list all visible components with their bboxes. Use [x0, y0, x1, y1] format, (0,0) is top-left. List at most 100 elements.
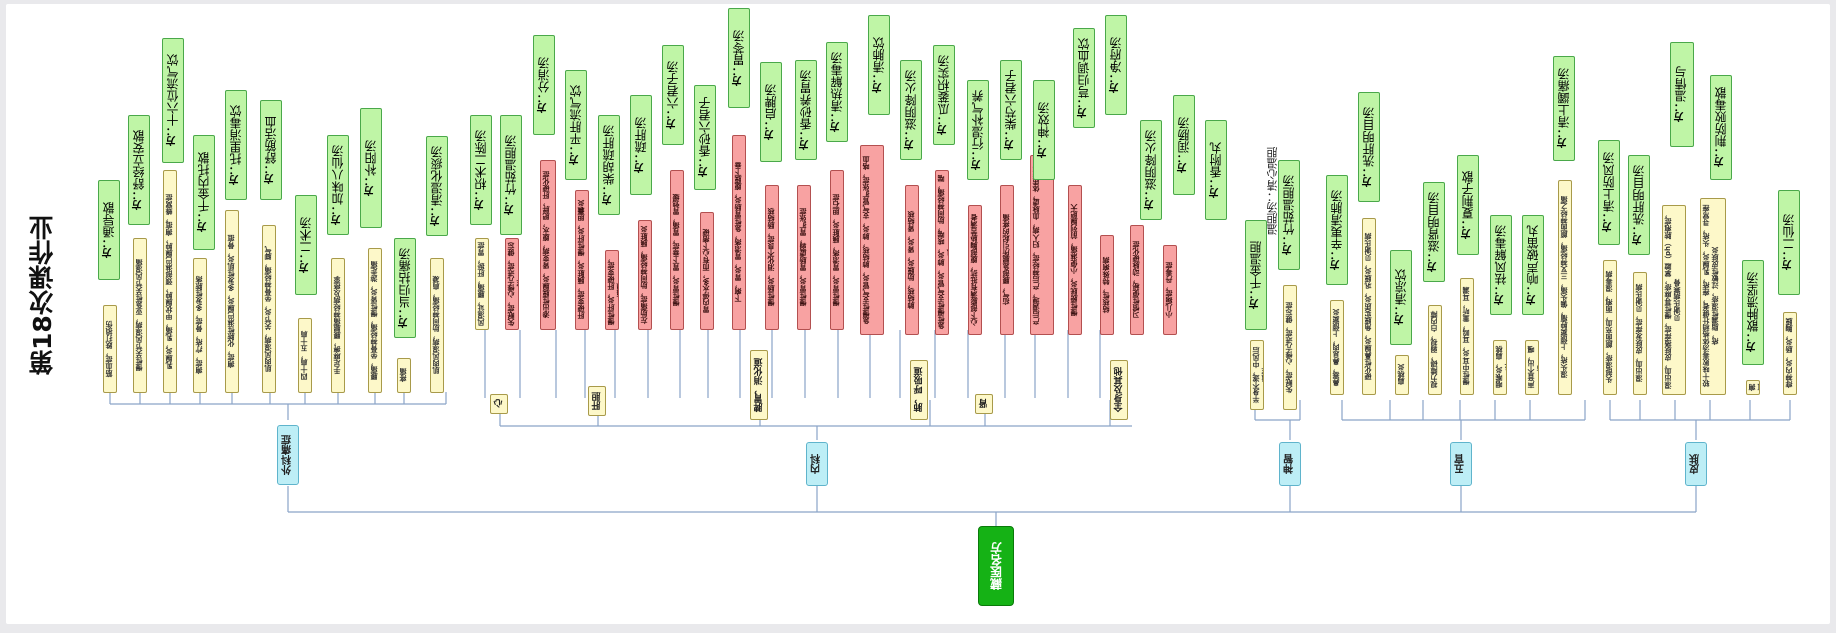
prescription-box[interactable]: 方：净府汤	[1105, 15, 1127, 115]
indication-box: 风湿证，腰痛，肝瘀，胃症	[475, 238, 489, 330]
category-mind[interactable]: 神智	[1279, 442, 1301, 486]
prescription-box[interactable]: 方：舒经立安散	[128, 115, 150, 225]
prescription-box[interactable]: 方：神效汤	[1033, 80, 1055, 180]
subgroup-kidney: 肾	[975, 394, 993, 414]
prescription-box[interactable]: 方：竹茹温胆汤	[500, 115, 522, 235]
indication-box: 胃内停水多，而有心下痞硬	[700, 212, 714, 330]
indication-box: 慢性胃炎，胃溃疡，胰脏炎，胆石症	[830, 170, 844, 330]
page-title: 第18次课作业	[28, 215, 57, 375]
prescription-box[interactable]: 方：响声破笛丸	[1522, 215, 1544, 315]
prescription-box[interactable]: 方：瓜蒌枳实汤	[933, 45, 955, 145]
prescription-box[interactable]: 方：清上防风汤	[1598, 140, 1620, 245]
indication-box: 四十肩，五十肩	[298, 318, 312, 393]
subgroup-stomach: 脾胃，消化道	[750, 350, 768, 420]
indication-box: 慢性肝炎，肝硬变症，胰腺	[605, 250, 619, 330]
indication-box: 湿头疮，上颌窦肿瘤，偏头痛，三叉神经痛，颜面神经之痛	[1558, 180, 1572, 395]
prescription-box[interactable]: 方：香附丸	[1205, 120, 1227, 220]
indication-box: 湿出血，皮肤发痒症，贝谢氏病	[1633, 272, 1647, 395]
prescription-box[interactable]: 方：清凉饮	[1390, 250, 1412, 345]
prescription-box[interactable]: 方：枳术二陈汤	[470, 115, 492, 225]
indication-box: 扁桃炎	[1395, 355, 1409, 395]
prescription-box[interactable]: 方：夏荆子散	[1457, 155, 1479, 255]
prescription-box[interactable]: 方：加味八仙汤	[327, 135, 349, 235]
indication-box: 失眠症，心悸亢进症，健忘症	[1283, 285, 1297, 410]
indication-box: 慢性胃炎，胃下垂症，胃痛，胃弛缓	[670, 170, 684, 330]
prescription-box[interactable]: 方：香砂六君子汤	[694, 85, 716, 190]
prescription-box[interactable]: 方：平肝流气饮	[565, 70, 587, 180]
indication-box: 较十味败毒汤体格稍壮健者，痤疮，乳腺炎，头疮，寻常痤疮，脂漏性湿疹，过敏性皮肤炎	[1700, 198, 1726, 395]
indication-box: 声音不出，嘎声	[1525, 340, 1539, 395]
prescription-box[interactable]: 方：行湿补气养血汤	[967, 80, 989, 180]
prescription-box[interactable]: 方：千金温胆	[1245, 220, 1267, 330]
subgroup-liver: 肝胆	[588, 386, 606, 416]
prescription-box[interactable]: 方：洗肝明目汤	[1628, 155, 1650, 255]
prescription-box[interactable]: 方：十六位流气饮	[162, 38, 184, 163]
prescription-box[interactable]: 方：千金内托散	[193, 135, 215, 250]
prescription-box[interactable]: 方：胃苓汤	[728, 8, 750, 108]
prescription-box[interactable]: 方：清肺饮	[868, 15, 890, 115]
prescription-box[interactable]: 方：托里消毒饮	[225, 90, 247, 200]
prescription-box[interactable]: 方：清湿化痰汤	[426, 136, 448, 236]
indication-box: 下痢，胃炎，胃溃疡，急性胃肠炎，腹膜下垂	[732, 135, 746, 330]
indication-box: 习惯性便秘，动脉硬化症	[1130, 225, 1144, 335]
prescription-box[interactable]: 方：疏肝汤	[630, 95, 652, 195]
category-internal[interactable]: 内科	[806, 442, 828, 486]
category-facial[interactable]: 五官	[1450, 442, 1472, 486]
indication-box: 痈症，疔疮，骨症，多发性脓疡	[193, 258, 207, 393]
prescription-box[interactable]: 方：温情与	[1670, 42, 1694, 147]
prescription-box[interactable]: 方：通导散	[98, 180, 120, 280]
prescription-box[interactable]: 方：分消汤	[533, 35, 555, 135]
indication-box: 心下部膨满有抵抗，腹部胸胁苦满者	[968, 205, 982, 335]
prescription-box[interactable]: 方：柴胡疏肝汤	[598, 115, 620, 215]
prescription-box[interactable]: 方：滋阴降火汤	[900, 60, 922, 160]
indication-box: 半身不遂，中风后遗症	[1250, 340, 1264, 410]
indication-box: 头部湿疹，颜面充血，面疱，湿毒病	[1603, 260, 1617, 395]
indication-box: 肝硬变症，胰脏炎，慢性肝炎，胆囊炎	[575, 190, 589, 330]
category-skin[interactable]: 皮肤	[1685, 442, 1707, 486]
indication-box: 湿出血，皮肤搔痒症，慢性荨麻疹，掌蹠（ph）脓疱症，贝谢氏病寒骨	[1662, 205, 1686, 395]
indication-box: 急慢性支气管炎，肺结核，肺炎，支气管扩张症，咯血	[860, 145, 884, 335]
prescription-box[interactable]: 方：启脾汤	[760, 62, 782, 162]
prescription-box[interactable]: 方：清热解毒汤	[826, 42, 848, 142]
indication-box: 慢性关节风湿病，亚急性关节风湿痛	[133, 238, 147, 393]
prescription-box[interactable]: 方：滋肾明目汤	[1423, 182, 1445, 282]
indication-box: 慢性膀胱炎，小便淋痛，前列腺肥大	[1068, 185, 1082, 335]
subgroup-lung: 肺，呼吸道	[910, 360, 928, 420]
prescription-box[interactable]: 方：荆防败毒散	[1710, 75, 1732, 180]
indication-box: 视力障碍，弱视，白内障	[1428, 305, 1442, 395]
indication-box: 急性慢性支气管炎，肺炎，咳喘，肋间神经痛，喘息	[935, 170, 949, 335]
prescription-box[interactable]: 方：芎归调血饮	[1073, 28, 1095, 128]
prescription-box[interactable]: 方：洗肝明目汤	[1358, 92, 1380, 202]
prescription-box[interactable]: 方：二仙汤	[1778, 190, 1800, 295]
prescription-box[interactable]: 方：补阳汤	[360, 108, 382, 228]
indication-box: 硬化性鼻腺炎，角膜实质炎，巩膜炎，贝谢氏病	[1362, 218, 1376, 395]
prescription-box[interactable]: 方：舒筋活血	[260, 100, 282, 200]
prescription-box[interactable]: 方：竹茹温胆汤	[1278, 160, 1300, 270]
indication-box: 渗出性膜腺炎，肾变病，腹水，肥胖，肝硬化症	[540, 160, 556, 330]
indication-box: 咽喉炎，扁桃炎	[1493, 340, 1507, 395]
prescription-box[interactable]: 方：祛风解毒汤	[1490, 215, 1512, 315]
indication-box: 鼻塞，鼻息肉，上颌窦炎	[1330, 300, 1344, 395]
prescription-box[interactable]: 方：清上蠲痛汤	[1553, 56, 1575, 161]
indication-box: 疝气，腰部急腿所引起的疼痛	[1000, 185, 1014, 335]
indication-box: 产后调理，产后神经症，妇人病，血脉虚，体质虚弱	[1030, 155, 1054, 335]
prescription-box[interactable]: 方：润肠汤	[1173, 95, 1195, 195]
indication-box: 小儿痫症，丹毒症	[1163, 245, 1177, 335]
indication-box: 结核性，特殊痢病	[1100, 235, 1114, 335]
subgroup-whole-body: 全身及其他	[1110, 360, 1128, 420]
prescription-box[interactable]: 方：柴芍六君子	[1000, 60, 1022, 160]
category-surgery-pain[interactable]: 外科痛症	[277, 425, 299, 485]
indication-box: 肌肉风湿病，肋间神经痛，肩凝	[430, 258, 444, 393]
prescription-box[interactable]: 方：当归拈痛汤	[394, 238, 416, 338]
prescription-box[interactable]: 方：六君子汤	[662, 45, 684, 145]
indication-box: 慢性胃炎，胃肠虚弱，胃扩张症	[797, 185, 811, 330]
root-node[interactable]: 藏医名方	[978, 526, 1014, 606]
prescription-box[interactable]: 方：辛夷清肺汤	[1326, 175, 1348, 285]
indication-box: 失眠症，心悸亢进症，健忘症	[505, 238, 519, 330]
prescription-box[interactable]: 方：散肿溃坚汤	[1742, 260, 1764, 365]
prescription-box[interactable]: 方：滋阴降火汤	[1140, 120, 1162, 220]
prescription-box[interactable]: 方：二术汤	[295, 195, 317, 295]
prescription-box[interactable]: 方：香砂养胃汤	[795, 60, 817, 160]
indication-box: 痈疽	[1746, 380, 1760, 395]
indication-box: 筋血症，跌打损伤	[103, 305, 117, 393]
